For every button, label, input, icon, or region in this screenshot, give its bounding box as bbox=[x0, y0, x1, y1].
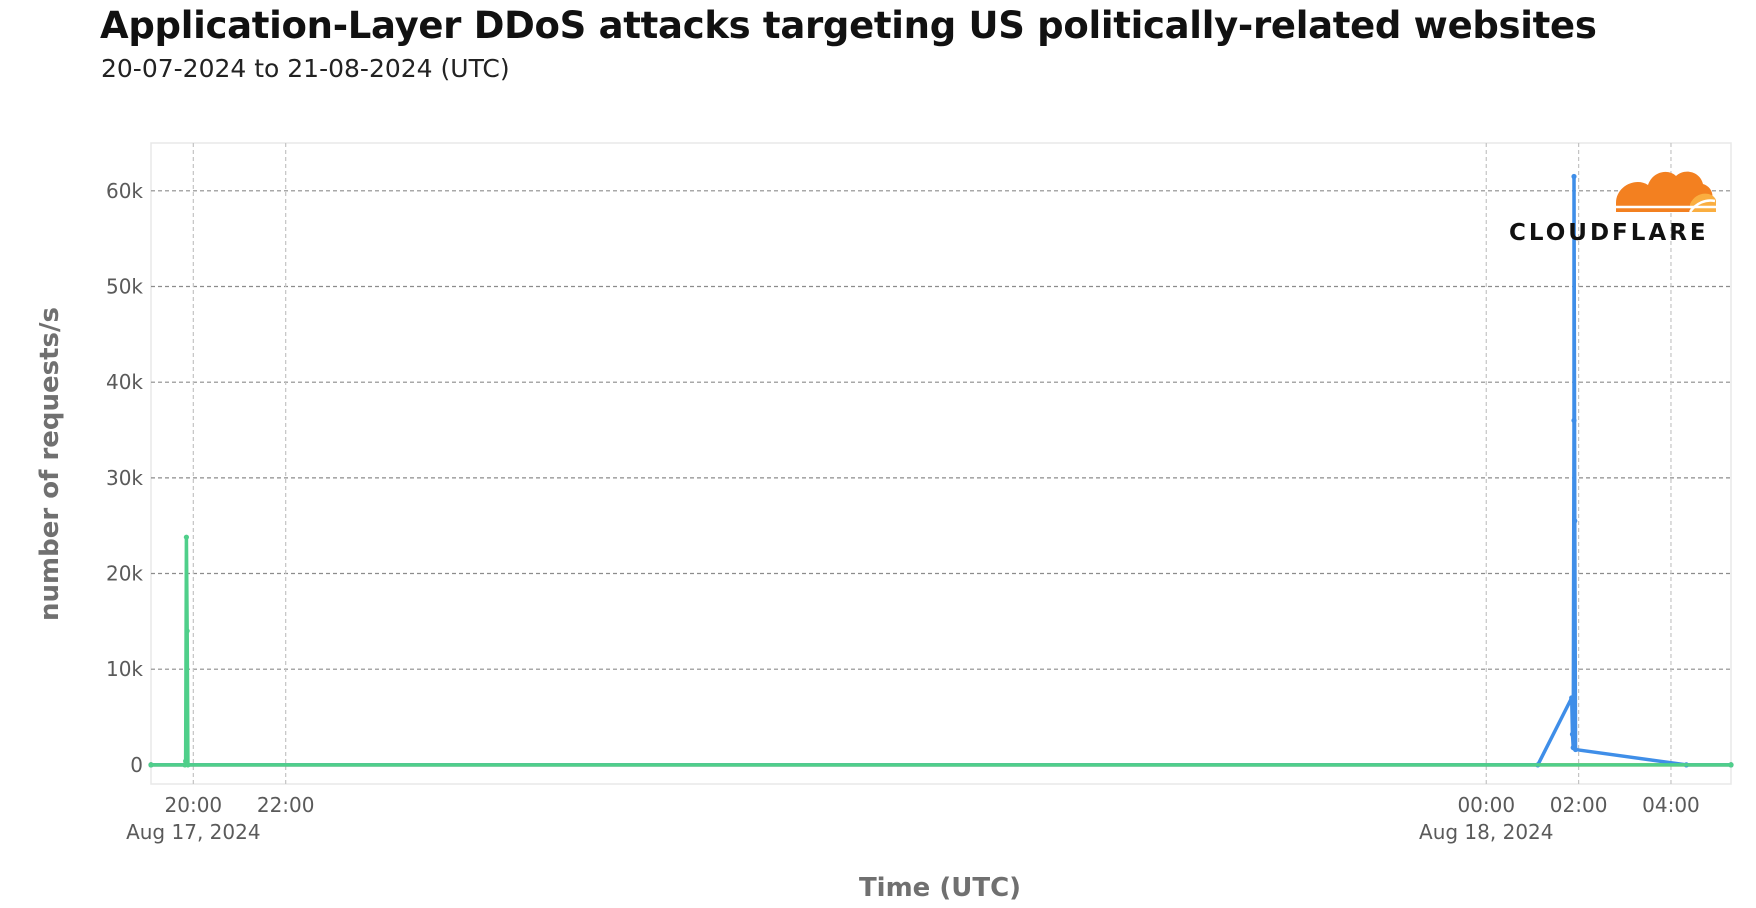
data-point bbox=[184, 628, 190, 634]
data-point bbox=[1569, 695, 1575, 701]
x-tick-label: 20:00 bbox=[165, 793, 223, 817]
grid-layer bbox=[151, 143, 1731, 784]
data-point bbox=[183, 758, 189, 764]
series-3 bbox=[148, 534, 1734, 768]
x-tick-label: 02:00 bbox=[1550, 793, 1608, 817]
y-tick-label: 0 bbox=[130, 753, 143, 777]
cloudflare-logo: CLOUDFLARE bbox=[1509, 171, 1716, 246]
x-tick-label: 04:00 bbox=[1642, 793, 1700, 817]
page-subtitle: 20-07-2024 to 21-08-2024 (UTC) bbox=[101, 54, 510, 83]
cloudflare-cloud-icon bbox=[1612, 171, 1716, 213]
data-point bbox=[1571, 417, 1577, 424]
x-axis-ticks: 20:00 Aug 17, 2024 22:00 00:00 Aug 18, 2024 0… bbox=[126, 793, 1700, 844]
data-point bbox=[1571, 173, 1577, 180]
data-point bbox=[1572, 746, 1579, 753]
y-tick-label: 30k bbox=[106, 466, 143, 490]
data-point bbox=[1572, 518, 1578, 524]
y-axis-ticks: 0 10k 20k 30k 40k 50k 60k bbox=[106, 179, 143, 777]
x-axis-title: Time (UTC) bbox=[859, 873, 1021, 903]
page-title: Application-Layer DDoS attacks targeting… bbox=[100, 4, 1597, 47]
y-tick-label: 20k bbox=[106, 562, 143, 586]
x-tick-sublabel: Aug 18, 2024 bbox=[1419, 820, 1553, 844]
cloudflare-wordmark: CLOUDFLARE bbox=[1509, 220, 1709, 246]
data-point bbox=[1728, 762, 1734, 768]
data-point bbox=[185, 762, 191, 768]
x-tick-label: 00:00 bbox=[1457, 793, 1515, 817]
series-layer bbox=[148, 173, 1734, 768]
y-axis-title: number of requests/s bbox=[35, 307, 65, 621]
data-point bbox=[1569, 731, 1576, 737]
y-tick-label: 10k bbox=[106, 657, 143, 681]
y-tick-label: 40k bbox=[106, 370, 143, 394]
y-tick-label: 50k bbox=[106, 275, 143, 299]
x-tick-label: 22:00 bbox=[257, 793, 315, 817]
x-tick-sublabel: Aug 17, 2024 bbox=[126, 820, 260, 844]
data-point bbox=[148, 762, 154, 768]
y-tick-label: 60k bbox=[106, 179, 143, 203]
plot-area bbox=[150, 142, 1732, 785]
data-point bbox=[183, 534, 190, 540]
